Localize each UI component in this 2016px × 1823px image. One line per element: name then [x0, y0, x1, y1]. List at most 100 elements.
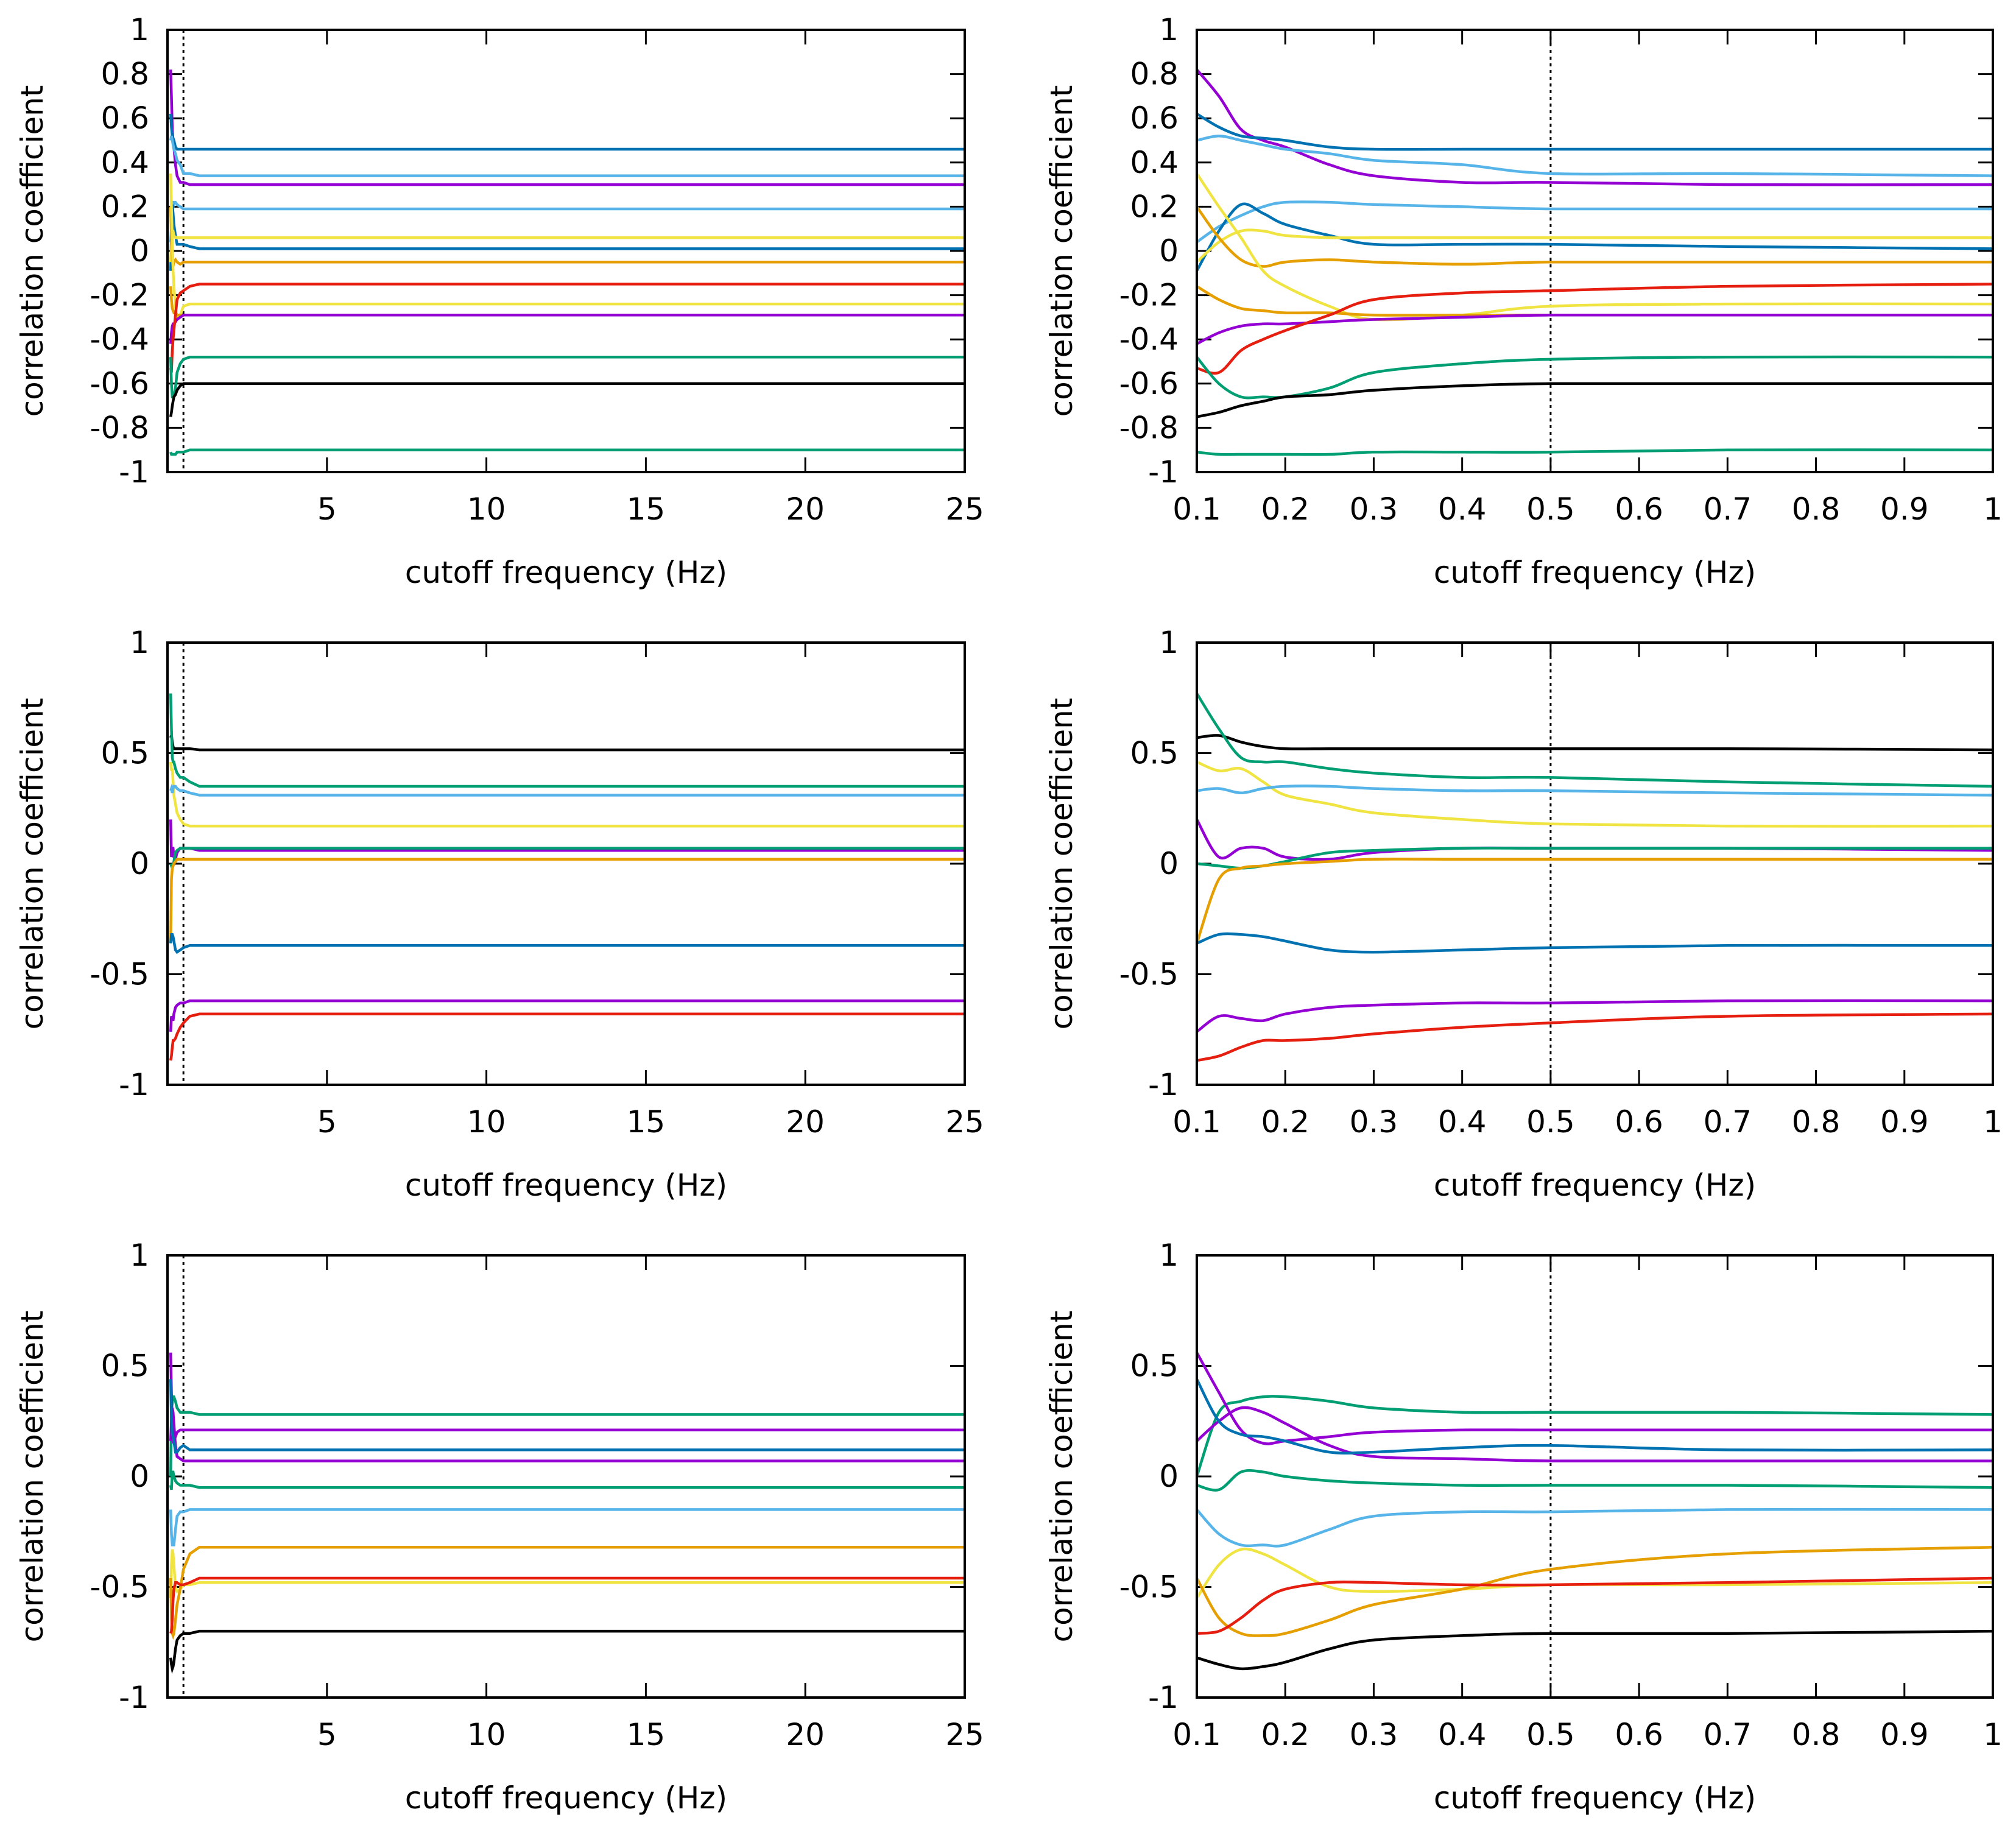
data-series-line	[1197, 785, 1993, 797]
plot-border	[166, 29, 966, 473]
y-tick-label: -0.5	[90, 1570, 149, 1605]
data-series-line	[169, 69, 965, 186]
x-tick-label: 0.9	[1880, 492, 1929, 527]
data-series-line	[1197, 202, 1993, 272]
y-tick-label: -1	[1148, 1067, 1179, 1102]
data-series-line	[169, 314, 965, 344]
data-series-line	[169, 355, 965, 398]
x-axis-label: cutoff frequency (Hz)	[405, 1780, 727, 1816]
data-series-line	[169, 1576, 965, 1634]
x-tick-label: 0.8	[1792, 492, 1841, 527]
data-series-line	[169, 286, 965, 317]
y-tick-label: -1	[119, 1680, 149, 1715]
y-axis-label: correlation coefficient	[15, 85, 50, 417]
x-tick-label: 0.3	[1350, 1717, 1398, 1752]
y-tick-label: 1	[130, 1238, 149, 1273]
x-tick-label: 1	[1983, 492, 2003, 527]
y-tick-label: 0.2	[1130, 189, 1179, 224]
x-tick-label: 0.1	[1172, 1104, 1221, 1140]
x-tick-label: 0.7	[1704, 1717, 1752, 1752]
x-tick-label: 0.8	[1792, 1717, 1841, 1752]
x-tick-label: 0.6	[1615, 1104, 1663, 1140]
data-series-line	[1197, 1378, 1993, 1455]
y-tick-label: 1	[130, 12, 149, 48]
y-tick-label: -0.2	[1119, 278, 1179, 313]
x-tick-label: 0.4	[1438, 1717, 1487, 1752]
y-tick-label: 1	[1159, 1238, 1179, 1273]
x-axis-label: cutoff frequency (Hz)	[1434, 1780, 1756, 1816]
data-series-line	[1197, 355, 1993, 400]
y-tick-label: 1	[1159, 625, 1179, 660]
x-tick-label: 0.9	[1880, 1717, 1929, 1752]
x-axis-label: cutoff frequency (Hz)	[1434, 1168, 1756, 1203]
x-axis-label: cutoff frequency (Hz)	[1434, 555, 1756, 590]
plot-border	[1196, 1254, 1994, 1699]
data-series-line	[1197, 1395, 1993, 1477]
y-tick-label: -1	[1148, 454, 1179, 490]
data-series-line	[1197, 734, 1993, 752]
plot-border	[166, 641, 966, 1086]
x-tick-label: 1	[1983, 1104, 2003, 1140]
x-tick-label: 0.1	[1172, 492, 1221, 527]
y-tick-label: 0.2	[100, 189, 149, 224]
y-tick-label: -0.4	[90, 322, 149, 357]
x-tick-label: 15	[627, 492, 666, 527]
chart-panel-row1-full-range: -1-0.8-0.6-0.4-0.200.20.40.60.815 10 15 20 2…	[15, 12, 984, 590]
data-series-line	[169, 1549, 965, 1598]
x-axis-label: cutoff frequency (Hz)	[405, 1168, 727, 1203]
x-tick-label: 0.2	[1261, 492, 1309, 527]
y-tick-label: -0.6	[90, 366, 149, 401]
data-series-line	[1197, 134, 1993, 177]
x-tick-label: 5	[317, 492, 337, 527]
data-series-line	[1197, 313, 1993, 345]
x-tick-label: 0.5	[1526, 1717, 1575, 1752]
x-tick-label: 0.8	[1792, 1104, 1841, 1140]
y-tick-label: 0.8	[1130, 57, 1179, 92]
x-tick-label: 0.6	[1615, 492, 1663, 527]
data-series-line	[169, 230, 965, 263]
data-series-line	[1197, 448, 1993, 456]
y-tick-label: -0.2	[90, 278, 149, 313]
data-series-line	[169, 113, 965, 151]
data-series-line	[1197, 1469, 1993, 1492]
x-tick-label: 10	[467, 492, 506, 527]
y-tick-label: -1	[119, 1067, 149, 1102]
chart-panel-row3-zoomed: -1 -0.5 0 0.5 1 0.1 0.2 0.3 0.4 0.5 0.6 0.7 0.8 0.9 1 c…	[1044, 1238, 2003, 1816]
y-tick-label: 0.4	[100, 145, 149, 180]
y-tick-label: 0.6	[1130, 100, 1179, 136]
y-tick-label: -0.8	[1119, 410, 1179, 445]
y-tick-label: 0	[130, 1459, 149, 1494]
data-series-line	[1197, 1545, 1993, 1637]
data-series-line	[169, 1012, 965, 1061]
data-series-line	[1197, 1576, 1993, 1635]
data-series-line	[169, 693, 965, 788]
y-tick-label: 0	[1159, 233, 1179, 269]
x-tick-label: 0.6	[1615, 1717, 1663, 1752]
data-series-line	[1197, 1012, 1993, 1062]
data-series-line	[169, 783, 965, 797]
data-series-line	[1197, 760, 1993, 828]
data-series-line	[1197, 693, 1993, 788]
x-tick-label: 0.7	[1704, 492, 1752, 527]
y-axis-label: correlation coefficient	[1044, 698, 1079, 1030]
data-series-line	[169, 858, 965, 943]
x-tick-label: 15	[627, 1717, 666, 1752]
y-tick-label: 0	[1159, 846, 1179, 881]
data-series-line	[169, 1395, 965, 1477]
x-tick-label: 5	[317, 1717, 337, 1752]
data-series-line	[169, 1508, 965, 1546]
x-tick-label: 0.9	[1880, 1104, 1929, 1140]
y-tick-label: 0	[130, 846, 149, 881]
x-tick-label: 0.7	[1704, 1104, 1752, 1140]
x-tick-label: 15	[627, 1104, 666, 1140]
data-series-line	[169, 761, 965, 828]
data-series-line	[169, 173, 965, 323]
x-tick-label: 0.4	[1438, 1104, 1487, 1140]
y-tick-label: -1	[1148, 1680, 1179, 1715]
y-tick-label: 0.5	[100, 736, 149, 771]
data-series-line	[1197, 228, 1993, 263]
y-tick-label: 0.5	[1130, 736, 1179, 771]
chart-panel-row1-zoomed: -1 -0.8 -0.6 -0.4 -0.2 0 0.2 0.4 0.6 0.8 1 0.1 0.2 0.…	[1044, 12, 2003, 590]
data-series-line	[1197, 283, 1993, 375]
